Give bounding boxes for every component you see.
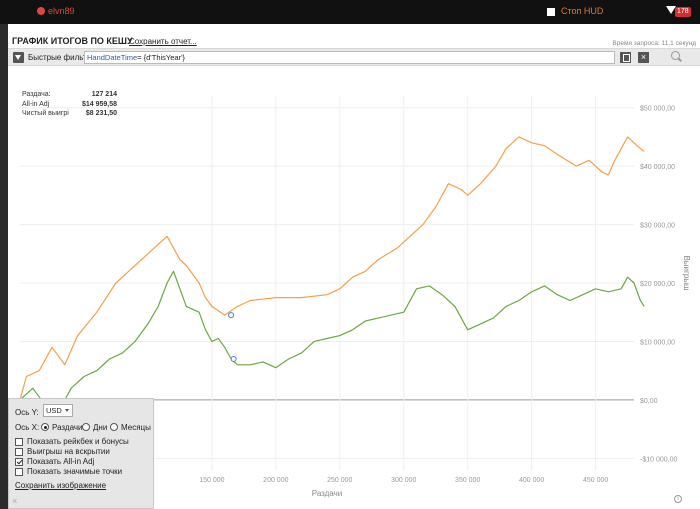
x-tick-label: 400 000 (519, 477, 544, 484)
allin-checkbox[interactable] (15, 458, 23, 466)
x-tick-label: 300 000 (391, 477, 416, 484)
net-label: Чистый выигрі (22, 110, 69, 117)
filter-bar: Быстрые фильт HandDateTime= {d'ThisYear'… (8, 48, 700, 66)
filter-badge: 178 (675, 7, 691, 17)
user-icon (37, 7, 45, 15)
close-icon[interactable]: × (638, 52, 649, 63)
y-tick-label: $0,00 (640, 398, 658, 405)
filter-icon[interactable] (666, 6, 676, 14)
save-image-link[interactable]: Сохранить изображение (15, 481, 107, 490)
allin-adj-line (19, 136, 645, 401)
filter-expression-input[interactable]: HandDateTime= {d'ThisYear'} (84, 51, 615, 64)
points-checkbox[interactable] (15, 468, 23, 476)
stats-summary: Раздача: 127 214 All-in Adj $14 959,58 Чис… (22, 91, 117, 120)
hud-toggle[interactable]: Стоп HUD (561, 6, 604, 16)
y-tick-label: -$10 000,00 (640, 456, 677, 463)
query-time: Время запроса: 11.1 секунд (612, 40, 696, 47)
x-axis-title: Раздачи (312, 489, 343, 498)
radio-months[interactable] (110, 423, 118, 431)
x-tick-label: 200 000 (263, 477, 288, 484)
close-icon[interactable]: × (12, 496, 18, 506)
zoom-icon[interactable] (671, 51, 680, 60)
y-tick-label: $30 000,00 (640, 223, 675, 230)
y-axis-select[interactable]: USD (43, 404, 73, 417)
y-tick-label: $50 000,00 (640, 106, 675, 113)
x-tick-label: 150 000 (199, 477, 224, 484)
radio-days-label: Дни (93, 423, 108, 432)
showdown-label: Выигрыш на вскрытии (27, 447, 110, 456)
left-sidebar-strip (0, 24, 8, 509)
hud-stop-icon[interactable] (547, 8, 555, 16)
radio-hands-label: Раздачи (52, 423, 83, 432)
x-tick-label: 350 000 (455, 477, 480, 484)
y-tick-label: $10 000,00 (640, 339, 675, 346)
top-bar: elvn89 Стоп HUD 178 (0, 0, 700, 24)
x-tick-label: 250 000 (327, 477, 352, 484)
net-won-line (19, 270, 645, 413)
y-axis-title: Выигрыш (682, 255, 691, 290)
radio-months-label: Месяцы (121, 423, 151, 432)
net-value: $8 231,50 (85, 110, 117, 117)
y-tick-label: $40 000,00 (640, 164, 675, 171)
save-icon[interactable] (620, 52, 631, 63)
rakeback-label: Показать рейкбек и бонусы (27, 437, 129, 446)
info-icon[interactable]: i (674, 495, 682, 503)
allin-option-label: Показать All-in Adj (27, 457, 95, 466)
point-marker (230, 355, 237, 362)
hands-label: Раздача: (22, 91, 51, 98)
point-marker (228, 312, 235, 319)
rakeback-checkbox[interactable] (15, 438, 23, 446)
points-label: Показать значимые точки (27, 467, 123, 476)
filter-icon[interactable] (13, 52, 24, 63)
y-tick-label: $20 000,00 (640, 281, 675, 288)
x-axis-label: Ось X: (15, 423, 40, 432)
radio-hands[interactable] (41, 423, 49, 431)
filter-value: = {d'ThisYear'} (137, 53, 186, 62)
quick-filters-label: Быстрые фильт (28, 53, 87, 62)
y-axis-label: Ось Y: (15, 408, 39, 417)
x-tick-label: 450 000 (583, 477, 608, 484)
chart-options-panel: Ось Y: USD Ось X: Раздачи Дни Месяцы Пок… (8, 398, 154, 509)
showdown-checkbox[interactable] (15, 448, 23, 456)
radio-days[interactable] (82, 423, 90, 431)
allin-label: All-in Adj (22, 100, 50, 108)
filter-key: HandDateTime (87, 53, 138, 62)
allin-value: $14 959,58 (81, 100, 117, 108)
hands-value: 127 214 (91, 91, 117, 98)
username[interactable]: elvn89 (48, 6, 75, 16)
save-report-link[interactable]: Сохранить отчет... (129, 37, 197, 46)
page-title: ГРАФИК ИТОГОВ ПО КЕШУ (12, 36, 133, 46)
